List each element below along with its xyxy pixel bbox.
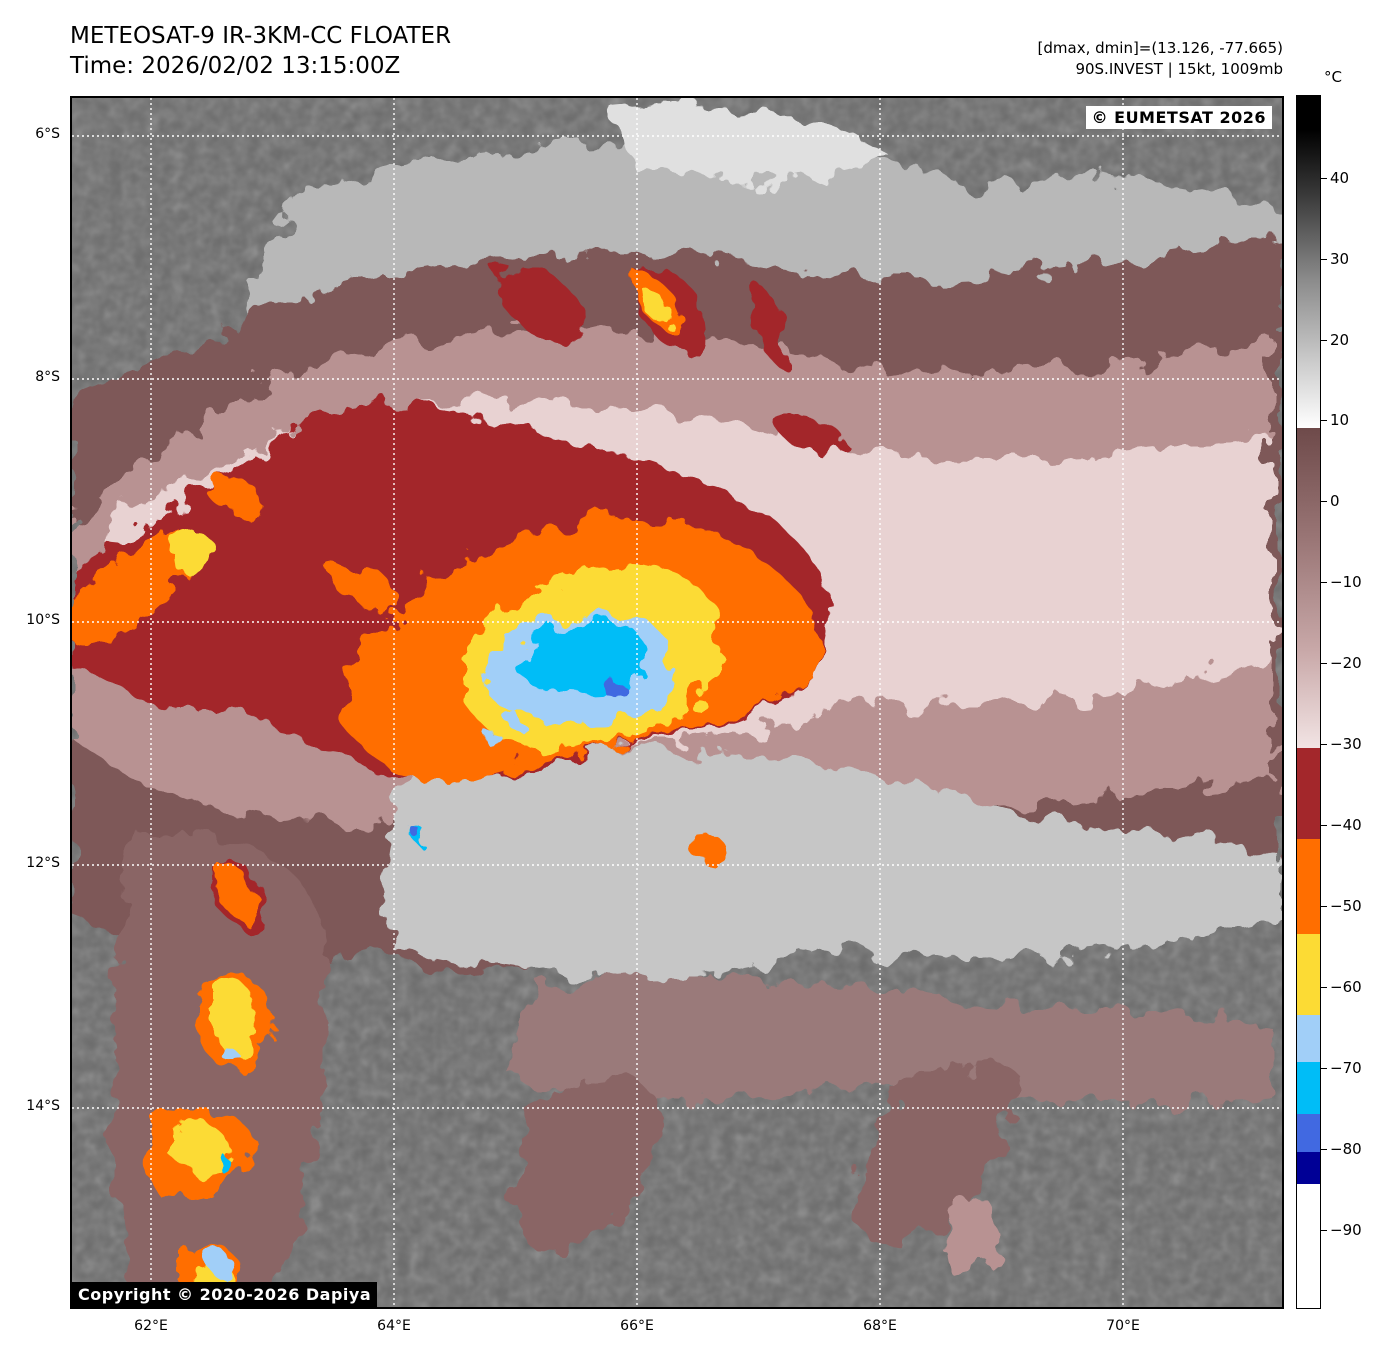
colorbar-label: −80 <box>1330 1140 1362 1158</box>
colorbar-tick <box>1321 340 1327 341</box>
colorbar-white-segment <box>1297 1184 1320 1308</box>
lon-label: 66°E <box>620 1318 654 1334</box>
colorbar-label: 30 <box>1330 250 1350 268</box>
colorbar-tick <box>1321 259 1327 260</box>
lon-label: 62°E <box>134 1318 168 1334</box>
lon-label: 64°E <box>377 1318 411 1334</box>
colorbar-royalblue-segment <box>1297 1114 1320 1152</box>
colorbar <box>1296 95 1321 1309</box>
timestamp: Time: 2026/02/02 13:15:00Z <box>70 53 401 79</box>
chart-title: METEOSAT-9 IR-3KM-CC FLOATER <box>70 23 452 49</box>
colorbar-lightblue-segment <box>1297 1015 1320 1062</box>
colorbar-label: −50 <box>1330 897 1362 915</box>
lat-label: 12°S <box>26 855 60 871</box>
colorbar-navy-segment <box>1297 1152 1320 1184</box>
colorbar-tick <box>1321 1230 1327 1231</box>
colorbar-tick <box>1321 501 1327 502</box>
lat-label: 10°S <box>26 612 60 628</box>
storm-info: 90S.INVEST | 15kt, 1009mb <box>1075 60 1283 78</box>
eumetsat-copyright: © EUMETSAT 2026 <box>1085 106 1272 129</box>
colorbar-label: −70 <box>1330 1059 1362 1077</box>
colorbar-label: −40 <box>1330 816 1362 834</box>
colorbar-tick <box>1321 906 1327 907</box>
satellite-map: © EUMETSAT 2026 Copyright © 2020-2026 Da… <box>70 96 1284 1309</box>
colorbar-label: 0 <box>1330 492 1340 510</box>
colorbar-label: −90 <box>1330 1221 1362 1239</box>
lat-label: 6°S <box>35 126 60 142</box>
colorbar-label: −20 <box>1330 654 1362 672</box>
dapiya-copyright: Copyright © 2020-2026 Dapiya <box>72 1282 378 1307</box>
colorbar-tick <box>1321 987 1327 988</box>
colorbar-tick <box>1321 1149 1327 1150</box>
colorbar-label: 20 <box>1330 331 1350 349</box>
colorbar-tick <box>1321 1068 1327 1069</box>
colorbar-label: −30 <box>1330 735 1362 753</box>
colorbar-grey-segment <box>1297 96 1320 428</box>
colorbar-tick <box>1321 744 1327 745</box>
colorbar-label: 40 <box>1330 169 1350 187</box>
colorbar-orange-segment <box>1297 839 1320 934</box>
cloud-imagery <box>72 98 1282 1307</box>
lon-label: 68°E <box>863 1318 897 1334</box>
colorbar-yellow-segment <box>1297 934 1320 1015</box>
colorbar-cyan-segment <box>1297 1062 1320 1114</box>
colorbar-tick <box>1321 663 1327 664</box>
graticule <box>72 98 1282 1307</box>
dmax-dmin-readout: [dmax, dmin]=(13.126, -77.665) <box>1037 39 1283 57</box>
colorbar-unit: °C <box>1324 68 1342 86</box>
lat-label: 8°S <box>35 369 60 385</box>
colorbar-label: −60 <box>1330 978 1362 996</box>
colorbar-tick <box>1321 420 1327 421</box>
colorbar-tick <box>1321 825 1327 826</box>
colorbar-tick <box>1321 582 1327 583</box>
lat-label: 14°S <box>26 1098 60 1114</box>
colorbar-label: 10 <box>1330 411 1350 429</box>
colorbar-red-segment <box>1297 748 1320 839</box>
colorbar-tick <box>1321 178 1327 179</box>
colorbar-label: −10 <box>1330 573 1362 591</box>
lon-label: 70°E <box>1106 1318 1140 1334</box>
colorbar-mauve-segment <box>1297 428 1320 748</box>
